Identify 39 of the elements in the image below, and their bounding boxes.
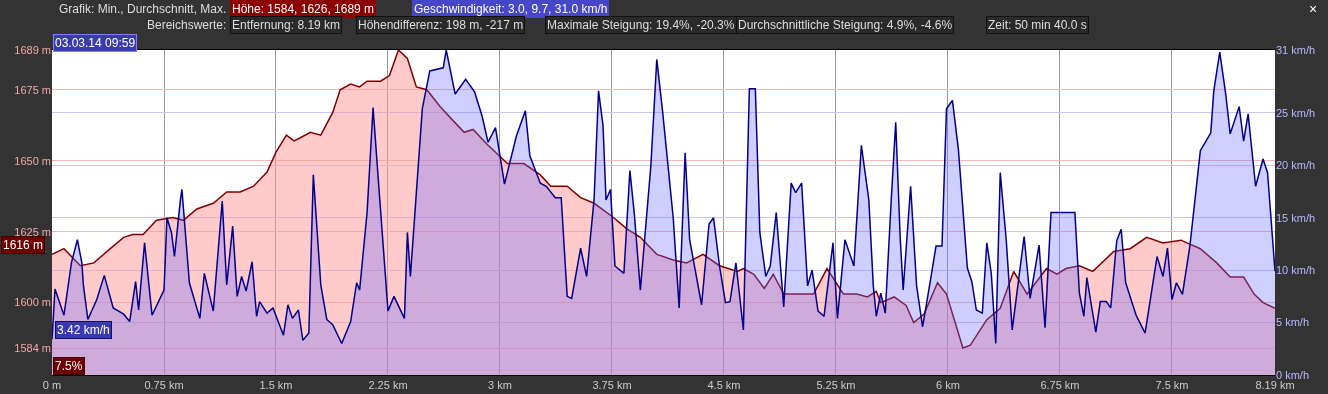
annotation: 03.03.14 09:59	[55, 36, 136, 50]
text: Durchschnittliche Steigung: 4.9%, -4.6%	[738, 18, 953, 32]
y-tick-label: 1650 m	[14, 154, 51, 167]
x-tick-label: 8.19 km	[1255, 379, 1295, 392]
annotation: 3.42 km/h	[57, 323, 110, 337]
y-tick-label: 1689 m	[14, 43, 51, 56]
y2-tick-label: 31 km/h	[1276, 43, 1316, 56]
text: Geschwindigkeit: 3.0, 9.7, 31.0 km/h	[414, 2, 608, 16]
y2-tick-label: 25 km/h	[1276, 106, 1316, 119]
y2-tick-label: 0 km/h	[1276, 368, 1310, 381]
text: Höhendifferenz: 198 m, -217 m	[358, 18, 524, 32]
x-tick-label: 0.75 km	[144, 379, 184, 392]
x-tick-label: 3.75 km	[592, 379, 632, 392]
text: ×	[1309, 1, 1318, 17]
y-tick-label: 1675 m	[14, 83, 51, 96]
text: Zeit: 50 min 40.0 s	[988, 18, 1087, 32]
y-tick-label: 1584 m	[14, 341, 51, 354]
x-tick-label: 4.5 km	[707, 379, 741, 392]
annotation: 7.5%	[55, 359, 83, 373]
text: Bereichswerte:	[147, 18, 227, 32]
y2-tick-label: 5 km/h	[1276, 316, 1310, 329]
y-tick-label: 1625 m	[14, 225, 51, 238]
x-tick-label: 5.25 km	[816, 379, 856, 392]
text: Entfernung: 8.19 km	[232, 18, 341, 32]
x-tick-label: 1.5 km	[259, 379, 293, 392]
x-tick-label: 6.75 km	[1040, 379, 1080, 392]
x-tick-label: 7.5 km	[1155, 379, 1189, 392]
x-tick-label: 6 km	[936, 379, 960, 392]
text: Grafik: Min., Durchschnitt, Max.	[59, 2, 227, 16]
text: Höhe: 1584, 1626, 1689 m	[232, 2, 375, 16]
y-tick-label: 1600 m	[14, 296, 51, 309]
x-tick-label: 2.25 km	[368, 379, 408, 392]
text: 1616 m	[3, 238, 44, 252]
y2-tick-label: 20 km/h	[1276, 159, 1316, 172]
x-tick-label: 3 km	[488, 379, 512, 392]
text: Maximale Steigung: 19.4%, -20.3%	[547, 18, 735, 32]
y2-tick-label: 10 km/h	[1276, 264, 1316, 277]
x-tick-label: 0 m	[42, 379, 62, 392]
y2-tick-label: 15 km/h	[1276, 211, 1316, 224]
